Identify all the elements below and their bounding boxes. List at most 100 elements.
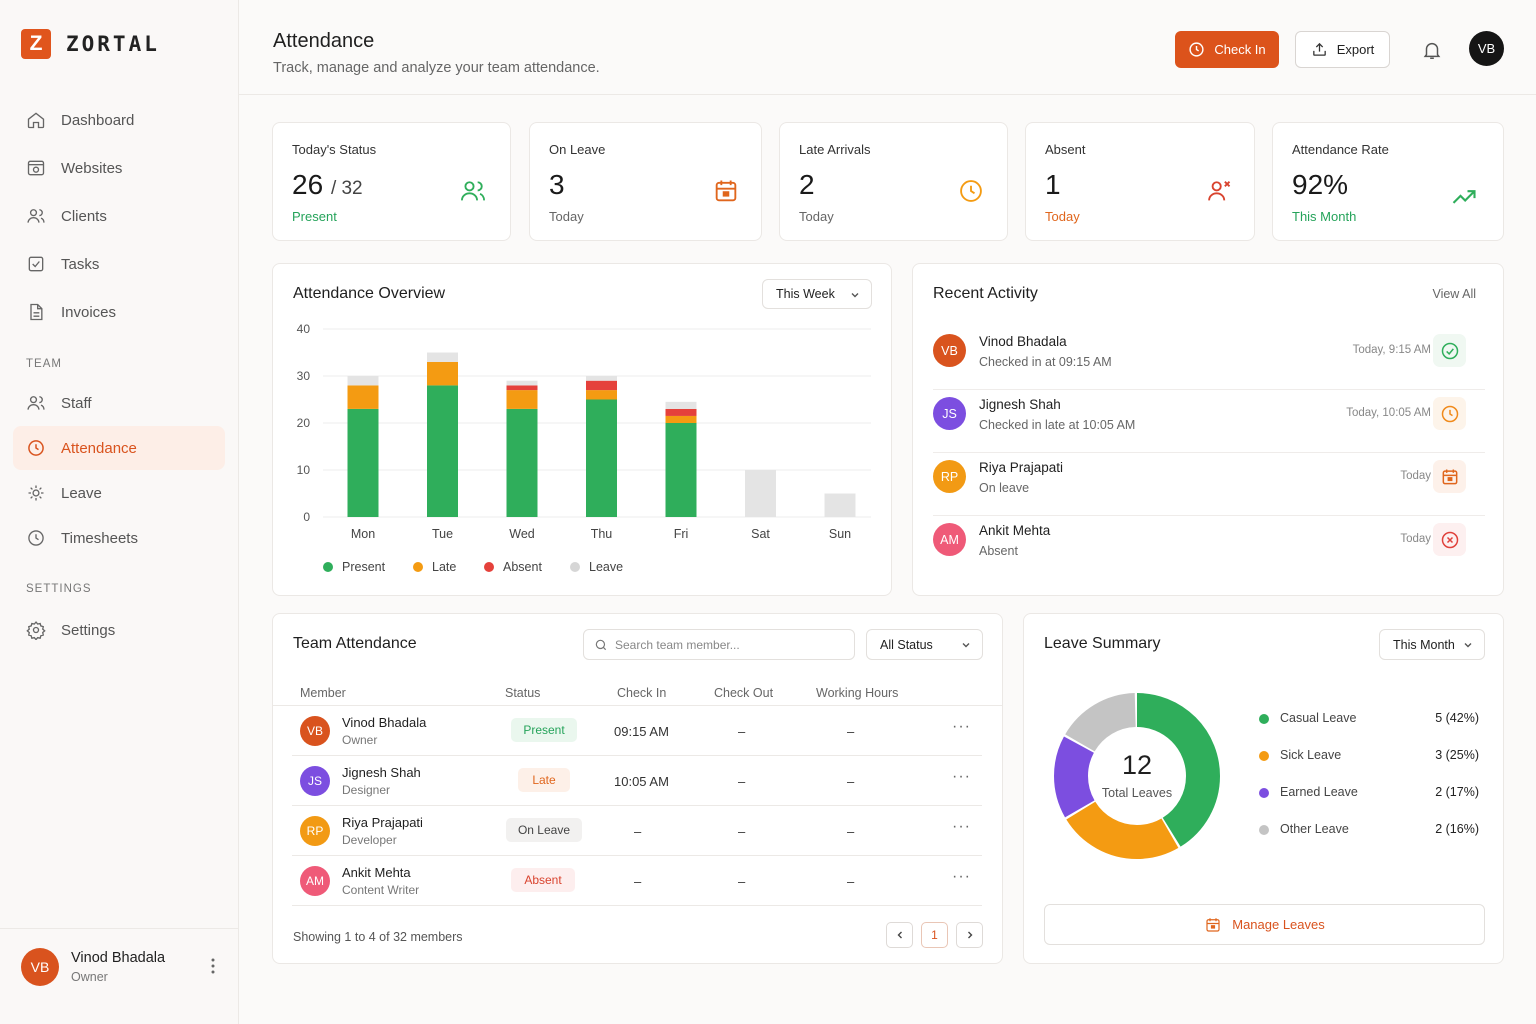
bar-segment-absent <box>586 380 617 391</box>
chevron-down-icon <box>962 643 970 648</box>
brand-logo[interactable]: Z ZORTAL <box>21 29 160 59</box>
activity-status-badge <box>1433 334 1466 367</box>
bell-icon[interactable] <box>1421 39 1443 61</box>
header-avatar[interactable]: VB <box>1469 31 1504 66</box>
table-row[interactable]: VB Vinod Bhadala Owner Present 09:15 AM … <box>292 706 982 756</box>
avatar: AM <box>300 866 330 896</box>
check-in-time: – <box>634 874 642 889</box>
chevron-right-icon <box>967 931 972 939</box>
sidebar-item-label: Leave <box>61 484 102 502</box>
table-row[interactable]: JS Jignesh Shah Designer Late 10:05 AM –… <box>292 756 982 806</box>
check-out-time: – <box>738 824 746 839</box>
bar-segment-leave <box>745 470 776 517</box>
member-role: Designer <box>342 783 391 797</box>
stat-value: 2 <box>799 169 815 200</box>
sidebar-item-label: Attendance <box>61 439 137 457</box>
member-name: Jignesh Shah <box>342 765 421 780</box>
leave-type-label: Casual Leave <box>1280 711 1357 725</box>
bar-segment-leave <box>347 376 379 386</box>
legend-label: Leave <box>589 560 624 574</box>
member-role: Content Writer <box>342 883 420 897</box>
page-button-1[interactable]: 1 <box>921 922 948 948</box>
status-filter-select[interactable]: All Status <box>866 629 983 660</box>
y-tick-label: 20 <box>297 416 311 430</box>
leave-legend-earned: Earned Leave 2 (17%) <box>1259 783 1479 803</box>
legend-dot <box>323 562 333 572</box>
sidebar-item-attendance[interactable]: Attendance <box>13 426 225 470</box>
users-icon <box>460 181 486 201</box>
sidebar-item-invoices[interactable]: Invoices <box>13 290 225 334</box>
stat-label: Attendance Rate <box>1292 142 1389 157</box>
row-more-icon[interactable]: ··· <box>952 818 971 835</box>
legend-leave: Leave <box>570 560 623 574</box>
trending-up-icon <box>1452 190 1476 204</box>
stat-label: Late Arrivals <box>799 142 871 157</box>
check-out-time: – <box>738 724 746 739</box>
month-filter-value: This Month <box>1393 637 1455 652</box>
leave-type-label: Other Leave <box>1280 822 1349 836</box>
member-role: Owner <box>342 733 378 747</box>
bar-segment-late <box>347 385 379 409</box>
sidebar-item-label: Staff <box>61 394 92 412</box>
working-hours: – <box>847 824 855 839</box>
sidebar-item-clients[interactable]: Clients <box>13 194 225 238</box>
team-title: Team Attendance <box>293 635 417 652</box>
next-page-button[interactable] <box>956 922 983 948</box>
search-input[interactable]: Search team member... <box>583 629 855 660</box>
sidebar-item-timesheets[interactable]: Timesheets <box>13 516 225 560</box>
month-filter-select[interactable]: This Month <box>1379 629 1485 660</box>
bar-segment-present <box>347 408 379 517</box>
calendar-icon <box>1442 469 1457 484</box>
sidebar-item-tasks[interactable]: Tasks <box>13 242 225 286</box>
sidebar-item-leave[interactable]: Leave <box>13 471 225 515</box>
total-leaves-label: Total Leaves <box>1101 786 1173 800</box>
activity-status-badge <box>1433 397 1466 430</box>
chevron-down-icon <box>851 293 859 298</box>
sidebar-item-settings[interactable]: Settings <box>13 608 225 652</box>
stat-value: 92% <box>1292 169 1349 200</box>
legend-dot <box>1259 788 1269 798</box>
activity-title: Recent Activity <box>933 285 1038 302</box>
member-name: Ankit Mehta <box>342 865 411 880</box>
check-in-label: Check In <box>1214 42 1266 57</box>
sidebar-item-staff[interactable]: Staff <box>13 381 225 425</box>
manage-leaves-button[interactable]: Manage Leaves <box>1044 904 1485 945</box>
table-footer-text: Showing 1 to 4 of 32 members <box>293 930 463 944</box>
manage-leaves-label: Manage Leaves <box>1232 917 1325 932</box>
sidebar-item-dashboard[interactable]: Dashboard <box>13 98 225 142</box>
stat-label: Absent <box>1045 142 1086 157</box>
check-in-button[interactable]: Check In <box>1175 31 1279 68</box>
donut-segment-casual-leave <box>1054 693 1220 859</box>
activity-name: Vinod Bhadala <box>979 334 1067 349</box>
donut-segment-earned-leave <box>1054 693 1220 859</box>
export-button[interactable]: Export <box>1295 31 1390 68</box>
stat-number: 26 <box>292 169 324 200</box>
bar-segment-late <box>427 361 458 386</box>
x-tick-label: Mon <box>351 527 375 541</box>
more-vertical-icon[interactable] <box>205 957 221 975</box>
table-row[interactable]: RP Riya Prajapati Developer On Leave – –… <box>292 806 982 856</box>
member-role: Developer <box>342 833 397 847</box>
bar-segment-late <box>506 390 538 409</box>
row-more-icon[interactable]: ··· <box>952 768 971 785</box>
bar-segment-leave <box>506 380 538 386</box>
row-more-icon[interactable]: ··· <box>952 868 971 885</box>
leave-legend-casual: Casual Leave 5 (42%) <box>1259 709 1479 729</box>
leave-donut-chart <box>1054 693 1220 859</box>
stat-card-today-status: Today's Status 26 / 32 Present <box>272 122 511 241</box>
overview-title: Attendance Overview <box>293 285 446 302</box>
week-filter-select[interactable]: This Week <box>762 279 872 309</box>
page-subtitle: Track, manage and analyze your team atte… <box>273 60 600 76</box>
prev-page-button[interactable] <box>886 922 913 948</box>
view-all-link[interactable]: View All <box>1432 287 1476 301</box>
column-header-working-hours: Working Hours <box>816 686 899 700</box>
y-tick-label: 40 <box>297 322 311 336</box>
leave-title: Leave Summary <box>1044 635 1161 652</box>
sidebar-item-websites[interactable]: Websites <box>13 146 225 190</box>
x-tick-label: Sun <box>829 527 851 541</box>
table-row[interactable]: AM Ankit Mehta Content Writer Absent – –… <box>292 856 982 906</box>
row-more-icon[interactable]: ··· <box>952 718 971 735</box>
chevron-down-icon <box>1464 643 1472 648</box>
user-profile[interactable]: VB Vinod Bhadala Owner <box>0 928 238 1024</box>
activity-name: Riya Prajapati <box>979 460 1064 475</box>
